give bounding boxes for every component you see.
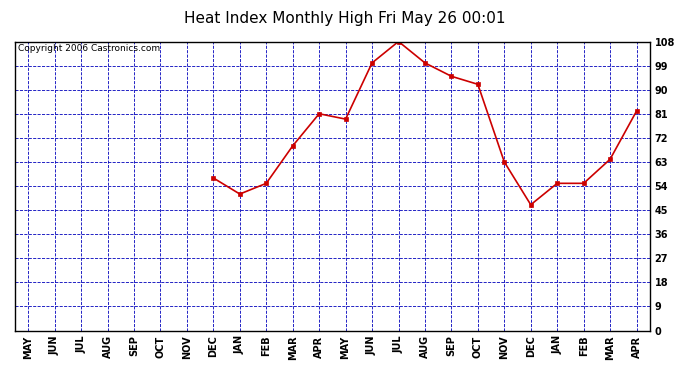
Text: Heat Index Monthly High Fri May 26 00:01: Heat Index Monthly High Fri May 26 00:01 xyxy=(184,11,506,26)
Text: Copyright 2006 Castronics.com: Copyright 2006 Castronics.com xyxy=(18,44,160,53)
